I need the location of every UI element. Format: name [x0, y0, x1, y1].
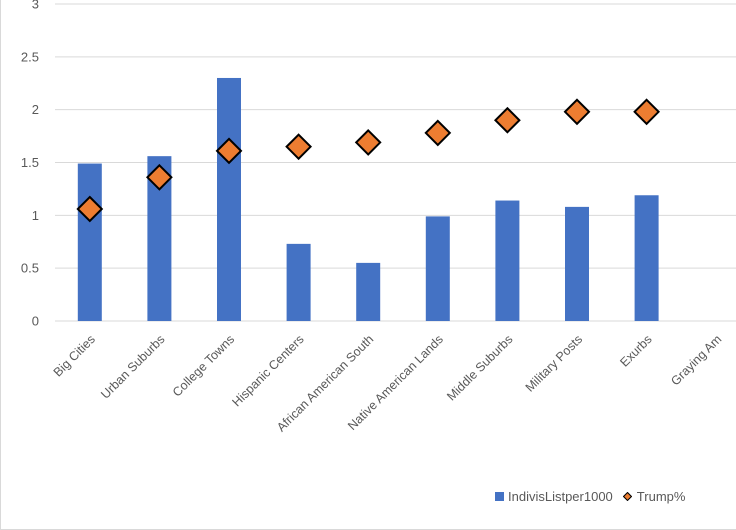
legend-label-bar: IndivisListper1000 [508, 488, 613, 504]
legend-diamond-icon [622, 491, 632, 501]
x-tick-label: Hispanic Centers [230, 332, 307, 409]
legend-item-bar: IndivisListper1000 [495, 489, 613, 504]
diamond-marker [563, 98, 591, 126]
y-tick-label: 3 [32, 0, 39, 12]
legend-bar-swatch [495, 491, 504, 501]
diamond-marker [354, 129, 382, 156]
bar [77, 163, 102, 321]
y-tick-label: 2 [32, 102, 39, 117]
x-axis: Big Cities Urban Suburbs College TownsHisp… [51, 332, 725, 434]
diamond-marker [285, 133, 313, 161]
x-tick-label: Urban Suburbs [98, 332, 167, 401]
x-tick-label: Exurbs [617, 332, 654, 369]
bar [495, 200, 520, 321]
bar [217, 77, 241, 321]
bar [634, 195, 659, 321]
bar [286, 243, 311, 321]
y-tick-label: 1.5 [21, 155, 39, 170]
y-tick-label: 2.5 [21, 49, 39, 64]
x-tick-label: Middle Suburbs [444, 332, 515, 403]
x-tick-label: Big Cities [51, 332, 98, 379]
diamond-series [76, 98, 661, 223]
x-tick-label: College Towns [170, 332, 237, 399]
diamond-marker [424, 119, 452, 147]
diamond-marker [493, 106, 521, 134]
legend-item-diamond: Trump% [622, 488, 686, 504]
bar [356, 262, 381, 321]
x-tick-label: Graying Am [668, 332, 724, 388]
diamond-marker [215, 137, 243, 165]
bar [425, 216, 450, 321]
diamond-marker [76, 195, 104, 223]
legend: IndivisListper1000 Trump% [495, 486, 695, 506]
diamond-marker [633, 98, 661, 126]
y-tick-label: 1 [32, 208, 39, 223]
x-tick-label: Military Posts [523, 332, 585, 394]
y-tick-label: 0 [32, 314, 39, 329]
y-tick-label: 0.5 [21, 261, 39, 276]
y-axis: 0 0.5 1 1.5 2 2.5 3 [21, 0, 39, 329]
legend-label-diamond: Trump% [636, 488, 686, 504]
bar [565, 206, 589, 321]
diamond-marker [145, 163, 173, 191]
